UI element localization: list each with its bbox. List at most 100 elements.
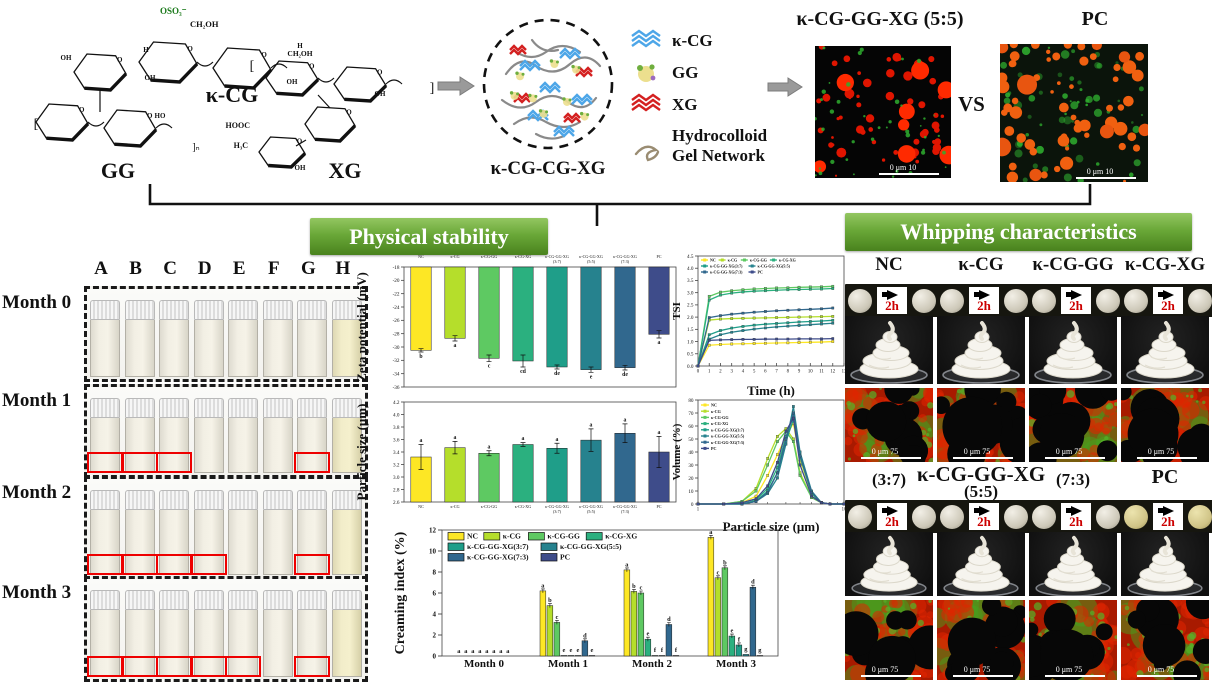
whipped-cream-photo [1121,316,1209,384]
foam-micrograph: 0 μm 75 [1121,600,1209,680]
vial-photo [190,590,227,677]
svg-text:2.5: 2.5 [687,303,694,309]
foam-micrograph: 0 μm 75 [845,600,933,680]
vial-row-month-1 [84,384,368,478]
foam-blob-photo [1096,504,1120,529]
whipped-sample-2h-strip: 2h [937,284,1031,317]
vial-column-letter: A [94,258,108,279]
after-2h-arrow: 2h [1153,503,1183,530]
month-label: Month 2 [2,482,72,503]
svg-text:5: 5 [753,370,756,375]
vial-cap [228,490,259,510]
vial-photo [262,490,293,575]
tsi-line-chart: 0.0 0.5 1.0 1.5 2.0 2.5 3.0 3.5 4.0 4.5 TSI 0 1 2 3 4 5 6… [671,248,852,403]
vial-body [262,510,293,575]
whipped-sample-2h-strip: 2h [845,500,939,533]
whipped-sample-2h-strip: 2h [845,284,939,317]
vial-cap [124,490,155,510]
vial-cap [124,590,155,610]
svg-text:-26: -26 [393,318,400,324]
svg-text:κ-CG-GG-XG(3:7): κ-CG-GG-XG(3:7) [467,542,529,551]
vial-cap [331,300,362,320]
svg-text:50: 50 [688,437,694,443]
svg-text:-22: -22 [393,291,400,297]
svg-text:0 μm 75: 0 μm 75 [1056,665,1083,674]
svg-text:a: a [506,648,510,655]
svg-text:0 μm 75: 0 μm 75 [964,665,991,674]
arrow-right-icon [881,505,898,516]
svg-text:2: 2 [719,370,722,375]
serum-separation-box [190,656,227,677]
svg-text:f: f [738,636,741,643]
vial-photo [297,300,328,377]
svg-text:H: H [297,42,303,50]
svg-text:0: 0 [691,502,694,508]
whipping-ratio-title: (5:5) [964,482,998,501]
svg-text:0 μm 75: 0 μm 75 [872,665,899,674]
legend-label: XG [672,95,698,114]
svg-text:8: 8 [787,370,790,375]
svg-text:cd: cd [520,369,527,375]
vial-photo [294,590,331,677]
vial-body [228,510,259,575]
svg-text:NC: NC [418,254,424,259]
vial-photo [228,490,259,575]
foam-blob-photo [912,504,936,529]
svg-text:70: 70 [688,411,694,417]
legend-label: κ-CG [672,31,713,50]
arrow-right-icon [767,77,803,97]
vial-cap [193,300,224,320]
serum-separation-box [294,554,331,575]
svg-text:a: a [624,417,627,423]
svg-text:e: e [576,647,579,654]
svg-text:4.5: 4.5 [687,254,694,260]
vial-cap [159,590,190,610]
foam-blob-photo [912,288,936,313]
physical-stability-banner: Physical stability [310,218,548,255]
svg-text:30: 30 [688,463,694,469]
svg-text:Particle size (μm): Particle size (μm) [354,404,369,501]
vial-body [90,610,120,677]
svg-text:O: O [297,138,303,146]
svg-text:κ-CG-GG-XG(7:3): κ-CG-GG-XG(7:3) [710,270,743,275]
svg-text:GG: GG [101,158,135,183]
svg-text:e: e [562,647,565,654]
vial-photo [87,490,123,575]
svg-text:a: a [556,437,559,443]
vial-cap [228,300,259,320]
svg-text:Month 0: Month 0 [464,658,505,670]
legend-item-xg-zigzag-icon: XG [630,92,790,118]
serum-separation-box [87,452,123,473]
svg-text:a: a [522,436,525,442]
svg-text:κ-CG-GG-XG(7:3): κ-CG-GG-XG(7:3) [711,440,745,445]
svg-text:2.8: 2.8 [393,487,400,493]
vial-cap [262,490,293,510]
svg-text:4.2: 4.2 [393,400,400,406]
vial-cap [262,398,293,418]
svg-text:a: a [658,430,661,436]
svg-text:60: 60 [688,424,694,430]
svg-text:4: 4 [742,370,745,375]
svg-text:a: a [492,648,496,655]
serum-separation-box [190,554,227,575]
svg-text:0: 0 [433,652,437,660]
vial-photo [121,490,158,575]
svg-text:3: 3 [730,370,733,375]
svg-text:NC: NC [467,532,478,541]
vial-body [262,610,293,677]
svg-text:b: b [632,583,636,590]
svg-text:1.5: 1.5 [687,327,694,333]
svg-text:c: c [639,585,642,592]
svg-text:2.6: 2.6 [393,500,400,506]
vial-cap [124,300,155,320]
2h-label: 2h [1161,513,1175,529]
vial-photo [156,590,193,677]
vial-row-month-3 [84,576,368,682]
svg-text:1: 1 [697,508,700,513]
foam-blob-photo [1032,504,1056,529]
serum-separation-box [87,554,123,575]
svg-text:3.0: 3.0 [687,290,694,296]
micrograph-kcg-gg-xg-55: 0 μm 10 [815,46,951,178]
